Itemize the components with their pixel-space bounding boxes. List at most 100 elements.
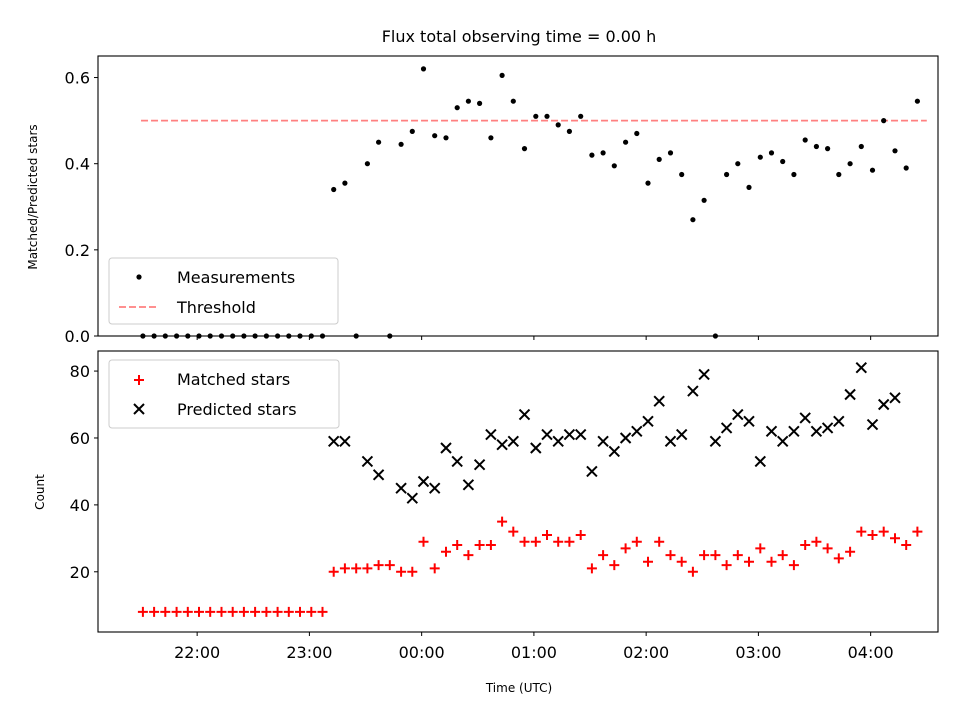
matched-star-point — [901, 540, 912, 550]
matched-star-point — [396, 566, 407, 577]
measurement-point — [499, 72, 505, 78]
top-panel: 0.0 0.2 0.4 0.6 Measurements Threshold — [65, 55, 939, 346]
matched-star-point — [833, 553, 844, 564]
x-tick-label: 04:00 — [848, 643, 894, 662]
predicted-star-point — [608, 445, 621, 458]
measurement-point — [521, 146, 528, 152]
matched-star-point — [586, 563, 597, 574]
predicted-star-point — [552, 435, 564, 448]
matched-star-point — [328, 566, 339, 577]
matched-star-point — [867, 530, 878, 540]
matched-star-point — [160, 606, 171, 617]
matched-star-point — [766, 556, 777, 567]
predicted-star-point — [631, 425, 643, 438]
top-legend: Measurements Threshold — [108, 257, 339, 325]
measurement-point — [589, 152, 595, 158]
matched-star-point — [777, 550, 788, 561]
measurement-point — [600, 150, 606, 156]
predicted-star-point — [563, 428, 576, 441]
top-y-tick-label: 0.4 — [65, 155, 90, 174]
top-legend-box — [108, 257, 339, 325]
matched-star-point — [800, 540, 811, 550]
measurement-point — [679, 171, 685, 178]
x-tick-label: 22:00 — [174, 643, 220, 662]
measurement-point — [409, 128, 415, 134]
matched-star-point — [845, 546, 856, 557]
measurement-point — [881, 118, 887, 124]
measurement-point — [813, 143, 820, 150]
predicted-star-point — [698, 368, 710, 381]
measurement-point — [914, 98, 921, 104]
matched-star-point — [497, 516, 508, 527]
x-tick-label: 00:00 — [399, 643, 445, 662]
predicted-star-point — [799, 412, 811, 424]
top-y-tick-label: 0.2 — [65, 241, 90, 260]
matched-star-point — [362, 563, 373, 574]
matched-star-point — [654, 536, 665, 547]
measurement-point — [376, 139, 382, 145]
measurement-point — [398, 141, 404, 147]
measurement-point — [465, 98, 471, 104]
predicted-star-point — [518, 408, 531, 421]
measurement-point — [847, 161, 853, 167]
predicted-star-point — [687, 385, 699, 397]
predicted-star-point — [496, 438, 508, 451]
measurement-point — [791, 171, 797, 178]
predicted-star-point — [664, 435, 677, 448]
matched-star-point — [283, 606, 294, 617]
top-y-tick-label: 0.6 — [65, 69, 90, 88]
matched-star-point — [149, 606, 160, 617]
predicted-star-point — [507, 435, 520, 448]
matched-star-point — [306, 606, 317, 617]
matched-star-point — [890, 533, 900, 544]
measurement-point — [701, 197, 707, 203]
matched-star-point — [250, 606, 261, 617]
matched-star-point — [631, 536, 642, 547]
top-y-axis-label: Matched/Predicted stars — [26, 124, 40, 269]
x-tick-label: 23:00 — [286, 643, 332, 662]
matched-star-point — [530, 536, 541, 547]
predicted-star-point — [586, 465, 598, 478]
legend-matched-label: Matched stars — [177, 370, 290, 389]
measurement-point — [858, 143, 864, 150]
matched-star-point — [194, 606, 204, 617]
matched-star-point — [665, 550, 676, 561]
matched-star-point — [384, 560, 395, 571]
matched-star-point — [878, 526, 889, 537]
measurement-point — [746, 184, 752, 190]
predicted-star-point — [327, 435, 340, 448]
bottom-y-tick-label: 40 — [70, 496, 90, 515]
matched-star-point — [351, 563, 362, 574]
matched-star-point — [564, 536, 575, 547]
matched-star-point — [485, 540, 496, 550]
matched-star-point — [822, 543, 833, 554]
matched-star-point — [598, 550, 609, 561]
matched-star-point — [553, 536, 564, 547]
measurement-point — [690, 217, 696, 223]
predicted-star-point — [440, 442, 452, 454]
bottom-plot-frame — [97, 350, 939, 633]
matched-star-point — [643, 556, 653, 567]
predicted-star-point — [541, 428, 553, 441]
matched-star-point — [575, 530, 586, 540]
measurement-point — [667, 150, 674, 156]
measurement-point — [544, 113, 550, 119]
predicted-star-point — [530, 442, 542, 454]
predicted-star-point — [642, 415, 654, 428]
bottom-legend-box — [108, 359, 340, 429]
matched-star-point — [441, 546, 451, 557]
matched-star-point — [407, 566, 418, 577]
legend-measurement-marker — [136, 274, 142, 280]
predicted-star-point — [372, 469, 385, 481]
predicted-star-point — [675, 428, 688, 441]
predicted-star-point — [428, 482, 441, 494]
predicted-star-point — [732, 408, 744, 421]
measurement-point — [510, 98, 516, 104]
predicted-star-point — [765, 425, 778, 438]
matched-star-point — [317, 606, 328, 617]
measurement-point — [892, 148, 898, 154]
measurement-point — [656, 156, 662, 162]
predicted-star-point — [754, 455, 767, 468]
measurement-point — [443, 135, 449, 141]
measurement-point — [634, 130, 640, 137]
